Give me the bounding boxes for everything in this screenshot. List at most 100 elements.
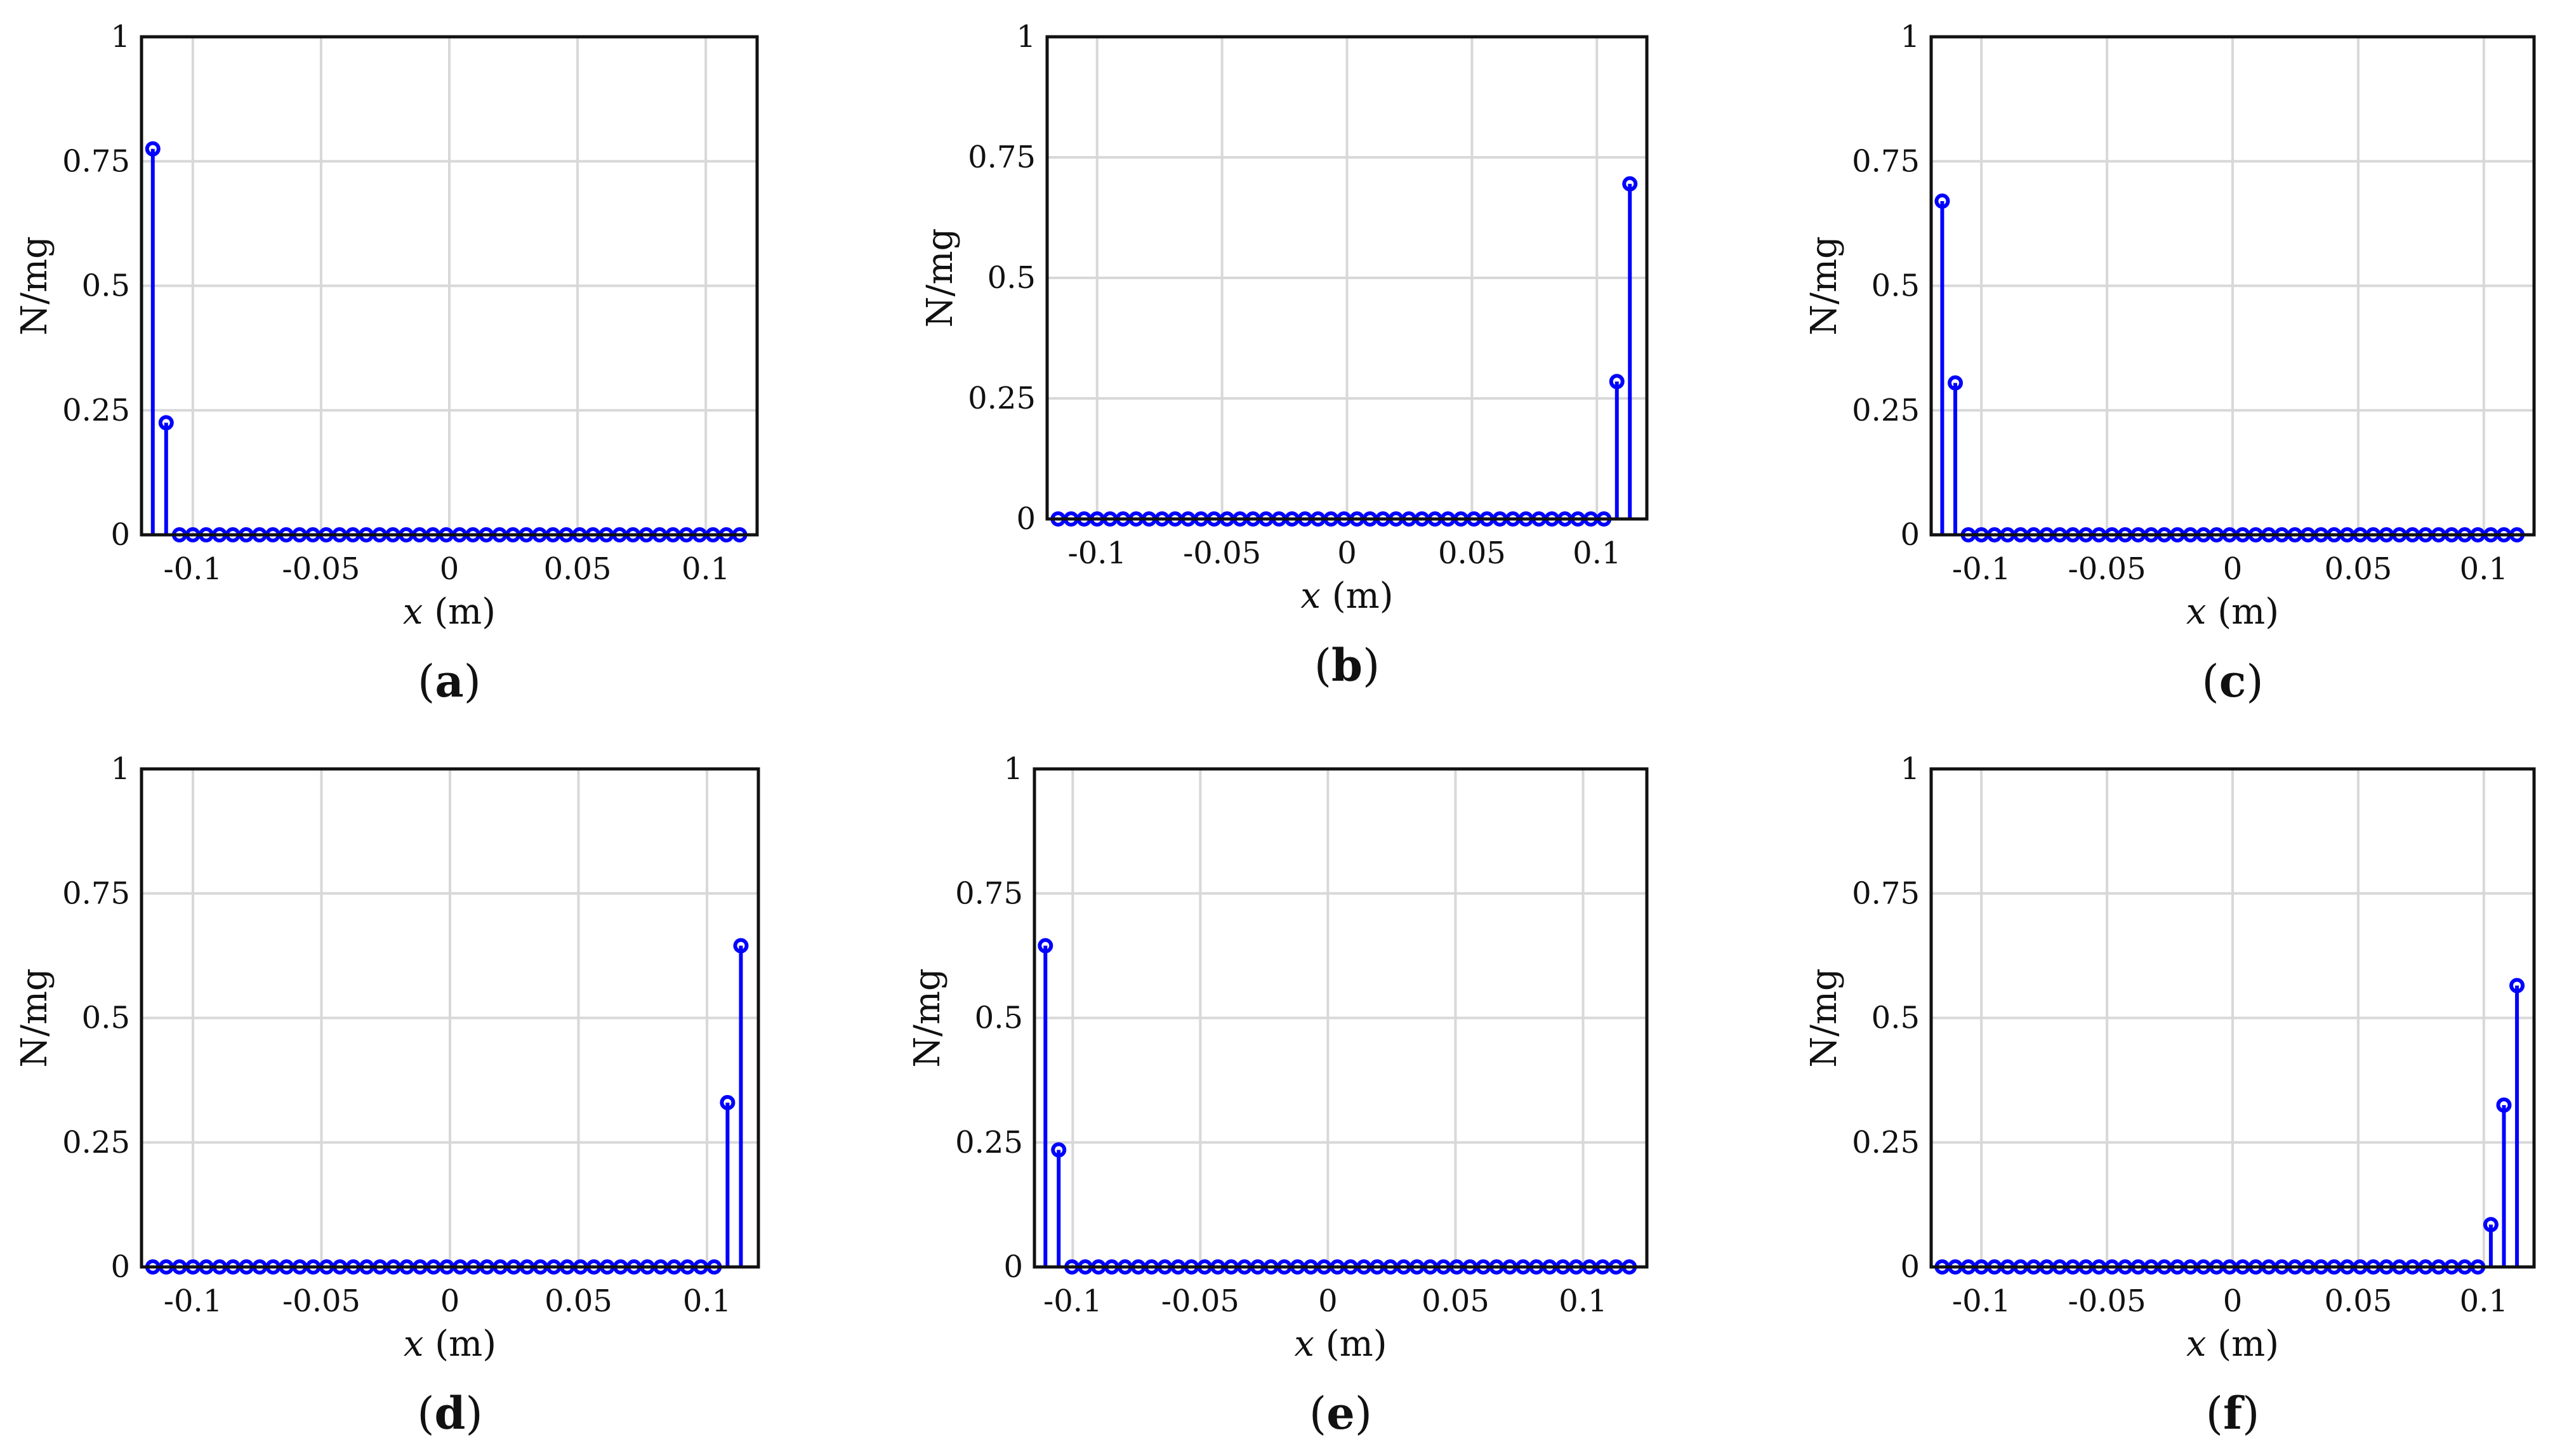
y-tick-label: 0.25 xyxy=(1852,393,1920,428)
x-axis-label: x (m) xyxy=(404,1323,496,1365)
x-tick-label: -0.05 xyxy=(2068,551,2146,587)
data-point xyxy=(1051,1142,1067,1158)
x-tick-label: -0.05 xyxy=(282,1283,360,1319)
x-tick-label: 0.05 xyxy=(544,551,612,587)
y-tick-label: 0.75 xyxy=(62,876,130,911)
x-tick-label: -0.1 xyxy=(1043,1283,1102,1319)
x-tick-label: 0.05 xyxy=(2324,1283,2392,1319)
x-axis-unit: (m) xyxy=(2206,591,2279,633)
x-axis-variable: x xyxy=(2186,1323,2207,1365)
x-axis-variable: x xyxy=(1300,575,1321,617)
x-tick-label: -0.1 xyxy=(164,551,223,587)
y-axis-label: N/mg xyxy=(920,228,961,328)
panel-e: -0.1 -0.05 0 0.05 0.1 0 0.25 0.5 0.75 1 x (m) N/mg (… xyxy=(907,751,1649,1440)
y-tick-label: 1 xyxy=(110,751,130,787)
x-tick-label: -0.1 xyxy=(164,1283,223,1319)
y-tick-label: 1 xyxy=(1016,19,1036,55)
y-tick-label: 0.75 xyxy=(62,143,130,179)
y-tick-label: 0 xyxy=(1003,1249,1023,1285)
y-tick-label: 0.75 xyxy=(968,140,1036,175)
plot-frame xyxy=(1929,767,2536,1269)
panel-letter: b xyxy=(1331,639,1363,692)
y-tick-label: 1 xyxy=(1003,751,1023,787)
y-tick-label: 0.25 xyxy=(1852,1125,1920,1160)
x-tick-label: 0 xyxy=(1337,535,1357,571)
panel-caption: (c) xyxy=(2202,655,2263,707)
x-tick-label: -0.05 xyxy=(2068,1283,2146,1319)
x-tick-label: 0 xyxy=(1318,1283,1338,1319)
plot-frame xyxy=(1045,35,1649,521)
y-tick-label: 1 xyxy=(1900,19,1920,55)
x-tick-label: 0.1 xyxy=(1573,535,1621,571)
data-point xyxy=(1948,375,1963,391)
panel-letter: c xyxy=(2219,655,2247,707)
x-axis-label: x (m) xyxy=(1294,1323,1387,1365)
panel-caption: (d) xyxy=(417,1387,483,1440)
x-tick-label: 0.05 xyxy=(2324,551,2392,587)
y-tick-label: 0.25 xyxy=(955,1125,1023,1160)
panel-a: -0.1 -0.05 0 0.05 0.1 0 0.25 0.5 0.75 1 x (m) N/mg (… xyxy=(14,19,759,707)
y-tick-label: 0 xyxy=(1900,517,1920,553)
y-axis-label: N/mg xyxy=(14,968,55,1068)
x-axis-unit: (m) xyxy=(1314,1323,1387,1365)
panel-caption: (b) xyxy=(1314,639,1380,692)
x-axis-unit: (m) xyxy=(423,591,496,633)
x-tick-label: 0 xyxy=(440,1283,460,1319)
y-tick-label: 0 xyxy=(1016,501,1036,537)
data-point xyxy=(158,415,174,431)
panel-letter: f xyxy=(2223,1387,2245,1440)
data-point xyxy=(733,938,749,954)
y-tick-label: 0 xyxy=(1900,1249,1920,1285)
data-point xyxy=(720,1094,736,1110)
x-axis-variable: x xyxy=(404,1323,424,1365)
y-tick-label: 0 xyxy=(110,517,130,553)
x-tick-label: 0.05 xyxy=(1422,1283,1489,1319)
x-axis-variable: x xyxy=(403,591,423,633)
y-tick-label: 0.5 xyxy=(82,1000,130,1036)
y-tick-label: 0.25 xyxy=(62,1125,130,1160)
data-point xyxy=(1609,374,1625,390)
x-tick-label: 0 xyxy=(2223,551,2243,587)
x-axis-label: x (m) xyxy=(403,591,496,633)
x-tick-label: 0 xyxy=(440,551,459,587)
y-tick-label: 0.5 xyxy=(1872,1000,1920,1036)
y-tick-label: 0.5 xyxy=(987,260,1036,296)
x-axis-variable: x xyxy=(1294,1323,1314,1365)
y-tick-label: 0.75 xyxy=(1852,876,1920,911)
x-tick-label: 0.05 xyxy=(545,1283,612,1319)
panel-caption: (f) xyxy=(2206,1387,2260,1440)
x-axis-variable: x xyxy=(2186,591,2207,633)
y-axis-label: N/mg xyxy=(14,236,55,336)
y-tick-label: 0 xyxy=(110,1249,130,1285)
data-point xyxy=(1934,193,1950,209)
x-axis-unit: (m) xyxy=(423,1323,496,1365)
y-tick-label: 0.75 xyxy=(955,876,1023,911)
y-tick-label: 0.25 xyxy=(968,381,1036,416)
x-axis-label: x (m) xyxy=(2186,1323,2279,1365)
y-tick-label: 0.25 xyxy=(62,393,130,428)
x-tick-label: -0.1 xyxy=(1067,535,1126,571)
panel-letter: a xyxy=(435,655,463,707)
y-tick-label: 0.5 xyxy=(975,1000,1023,1036)
panel-letter: e xyxy=(1326,1387,1355,1440)
plot-frame xyxy=(1033,767,1649,1269)
panel-b: -0.1 -0.05 0 0.05 0.1 0 0.25 0.5 0.75 1 x (m) N/mg (… xyxy=(920,19,1649,692)
data-point xyxy=(2509,978,2525,994)
x-axis-label: x (m) xyxy=(2186,591,2279,633)
x-tick-label: 0.1 xyxy=(682,551,730,587)
x-tick-label: -0.05 xyxy=(282,551,360,587)
x-tick-label: 0.1 xyxy=(1559,1283,1607,1319)
data-point xyxy=(2496,1097,2512,1113)
y-axis-label: N/mg xyxy=(1804,968,1845,1068)
data-point xyxy=(145,141,161,157)
x-tick-label: -0.1 xyxy=(1952,551,2011,587)
data-point xyxy=(1038,938,1053,954)
x-tick-label: 0.05 xyxy=(1438,535,1506,571)
panel-d: -0.1 -0.05 0 0.05 0.1 0 0.25 0.5 0.75 1 x (m) N/mg (… xyxy=(14,751,760,1440)
plot-frame xyxy=(140,35,759,537)
panel-f: -0.1 -0.05 0 0.05 0.1 0 0.25 0.5 0.75 1 x (m) N/mg (… xyxy=(1804,751,2536,1440)
x-tick-label: 0.1 xyxy=(2460,551,2508,587)
y-tick-label: 1 xyxy=(1900,751,1920,787)
y-axis-label: N/mg xyxy=(1804,236,1845,336)
